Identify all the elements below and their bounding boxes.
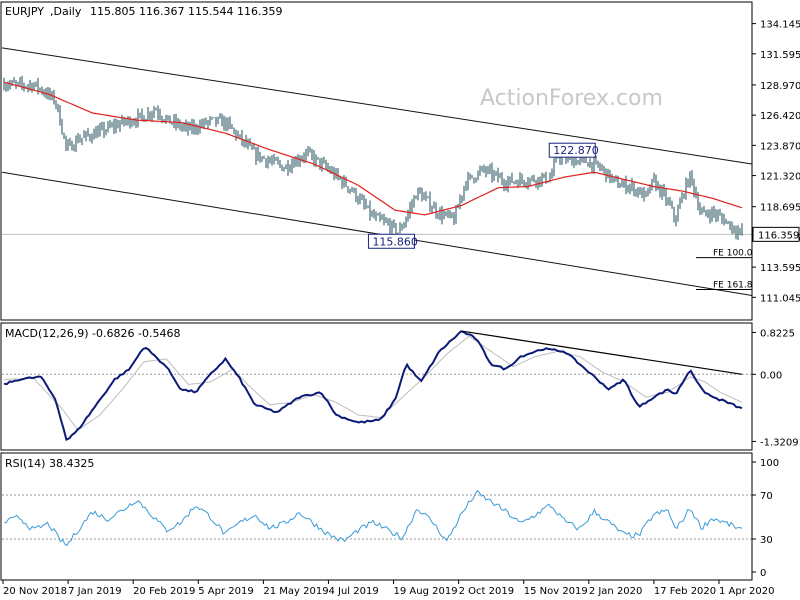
time-tick-label: 7 Jan 2019 bbox=[68, 586, 122, 597]
time-axis: 20 Nov 2018 7 Jan 2019 20 Feb 2019 5 Apr 20… bbox=[1, 579, 774, 597]
macd-label: MACD(12,26,9) -0.6826 -0.5468 bbox=[5, 327, 180, 340]
price-annotation-label: 122.870 bbox=[553, 144, 599, 157]
time-tick-label: 4 Jul 2019 bbox=[328, 586, 378, 597]
symbol-label: EURJPY bbox=[5, 5, 44, 18]
current-price-box bbox=[752, 226, 800, 242]
price-annotation-box bbox=[367, 233, 415, 249]
macd-tick-label: 0.8225 bbox=[760, 328, 795, 339]
time-tick-label: 21 May 2019 bbox=[263, 586, 328, 597]
price-tick-label: 111.045 bbox=[760, 293, 800, 304]
price-bars bbox=[3, 75, 743, 241]
rsi-tick-label: 100 bbox=[760, 458, 779, 469]
time-tick-label: 1 Apr 2020 bbox=[719, 586, 774, 597]
time-tick-label: 15 Nov 2019 bbox=[524, 586, 588, 597]
rsi-line bbox=[3, 490, 743, 547]
ohlc-label: 115.805 116.367 115.544 116.359 bbox=[90, 5, 282, 18]
time-tick-label: 19 Aug 2019 bbox=[394, 586, 458, 597]
price-tick-label: 126.420 bbox=[760, 111, 800, 122]
macd-tick-label: 0.00 bbox=[760, 370, 782, 381]
macd-axis: 0.8225 0.00 -1.3209 bbox=[751, 323, 799, 450]
rsi-panel: RSI(14) 38.4325 100 70 30 0 bbox=[0, 452, 779, 581]
macd-tick-label: -1.3209 bbox=[760, 437, 799, 448]
macd-signal-line bbox=[3, 335, 743, 431]
fibonacci-level-label: FE 100.0 bbox=[713, 249, 753, 259]
time-tick-label: 5 Apr 2019 bbox=[198, 586, 253, 597]
price-tick-label: 128.970 bbox=[760, 81, 800, 92]
fibonacci-level-label: FE 161.8 bbox=[713, 281, 753, 291]
timeframe-label: ,Daily bbox=[50, 5, 82, 18]
price-tick-label: 131.595 bbox=[760, 50, 800, 61]
time-tick-label: 2 Jan 2020 bbox=[589, 586, 643, 597]
channel-upper-line bbox=[1, 47, 753, 165]
price-panel: ActionForex.com EURJPY ,Daily 115.805 11… bbox=[0, 1, 800, 321]
rsi-tick-label: 0 bbox=[760, 568, 766, 579]
moving-average-line bbox=[3, 81, 743, 216]
price-tick-label: 118.695 bbox=[760, 203, 800, 214]
price-annotation-label: 115.860 bbox=[372, 235, 418, 248]
macd-line bbox=[3, 330, 743, 441]
current-price-label: 116.359 bbox=[758, 230, 799, 241]
rsi-tick-label: 30 bbox=[760, 535, 773, 546]
rsi-tick-label: 70 bbox=[760, 491, 773, 502]
macd-trendline bbox=[461, 330, 743, 375]
time-tick-label: 2 Oct 2019 bbox=[459, 586, 514, 597]
price-annotations: 122.870 115.860 FE 100.0 FE 161.8 bbox=[367, 142, 753, 291]
time-tick-label: 17 Feb 2020 bbox=[654, 586, 716, 597]
price-tick-label: 123.870 bbox=[760, 141, 800, 152]
price-tick-label: 121.320 bbox=[760, 172, 800, 183]
rsi-label: RSI(14) 38.4325 bbox=[5, 457, 94, 470]
time-tick-label: 20 Nov 2018 bbox=[3, 586, 67, 597]
rsi-axis: 100 70 30 0 bbox=[751, 453, 779, 580]
price-axis: 134.145 131.595 128.970 126.420 123.870 121.3… bbox=[751, 2, 800, 320]
macd-panel: MACD(12,26,9) -0.6826 -0.5468 0.8225 0.00… bbox=[0, 322, 799, 451]
price-tick-label: 113.595 bbox=[760, 263, 800, 274]
time-tick-label: 20 Feb 2019 bbox=[133, 586, 195, 597]
watermark: ActionForex.com bbox=[480, 86, 663, 111]
rsi-level-lines bbox=[2, 494, 752, 540]
price-annotation-box bbox=[548, 142, 596, 158]
price-tick-label: 134.145 bbox=[760, 20, 800, 31]
